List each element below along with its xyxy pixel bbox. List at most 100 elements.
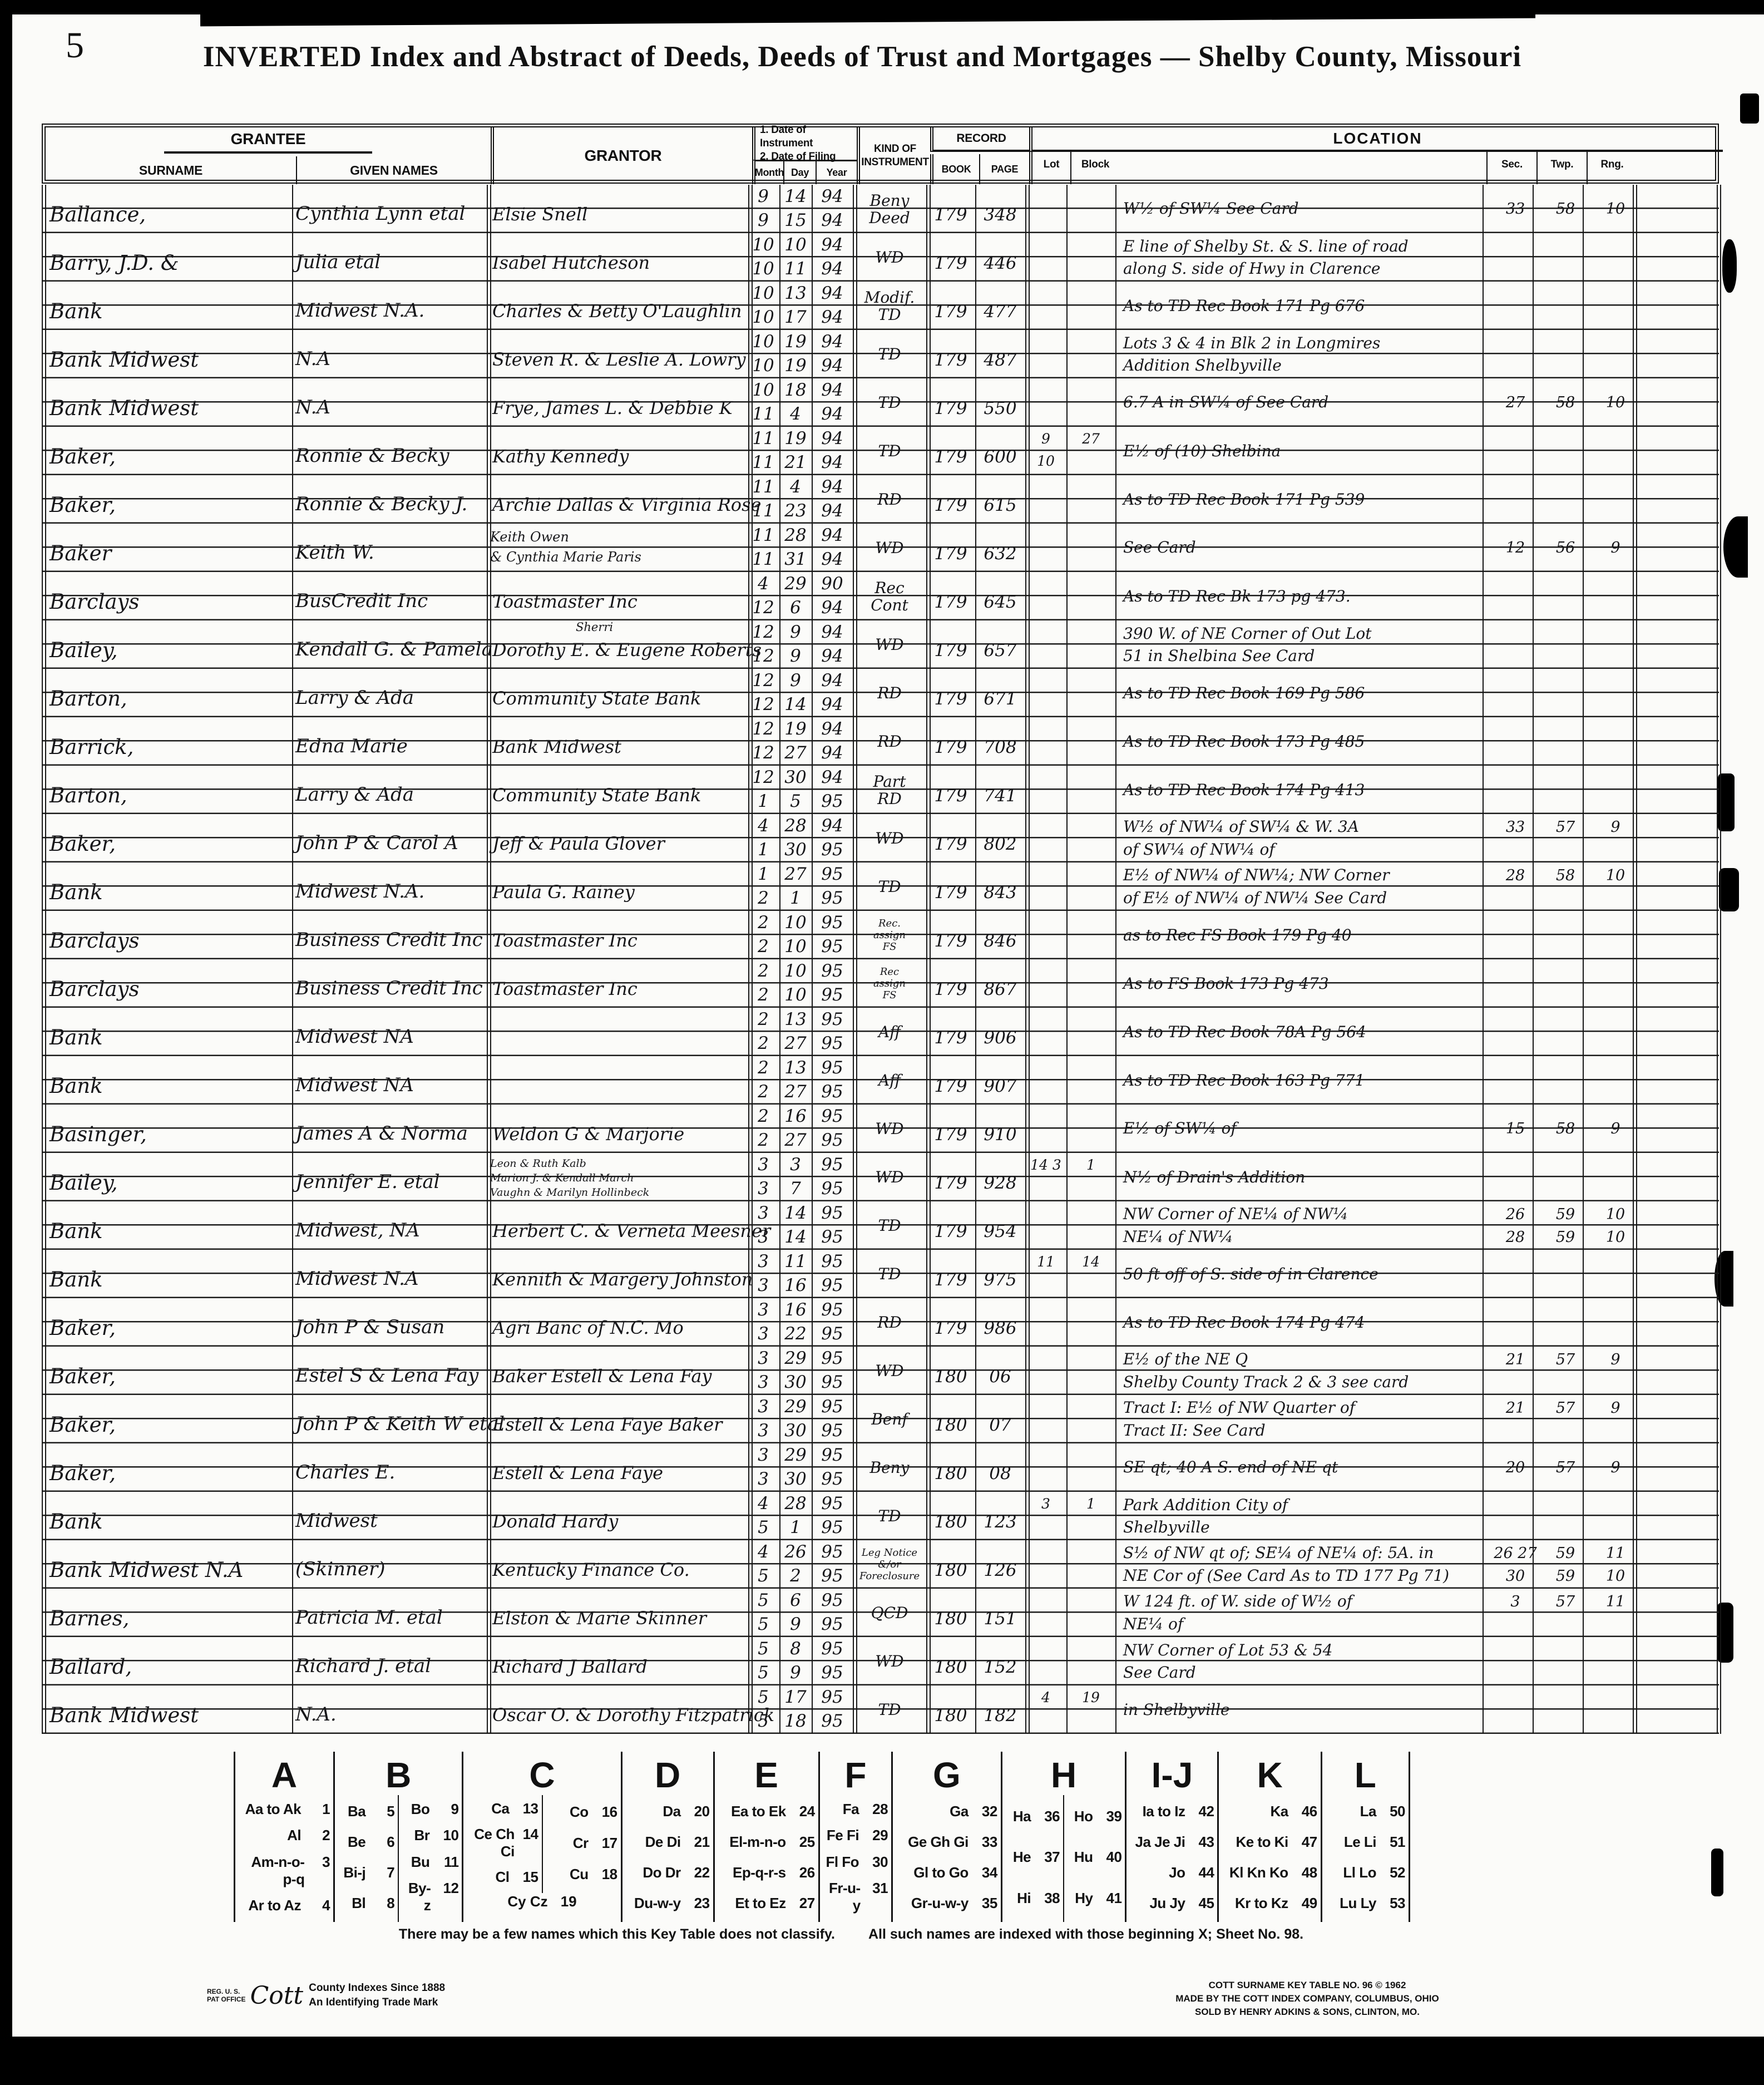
column-rule (1025, 185, 1030, 1734)
grantor-name: Kathy Kennedy (492, 446, 629, 467)
location-line: See Card (1115, 1662, 1719, 1684)
record-page: 632 (984, 544, 1017, 564)
location-rng: 10 (1605, 1228, 1625, 1246)
location-sec: 3 (1510, 1593, 1520, 1610)
date-instrument-year: 94 (821, 525, 843, 545)
date-filing-year: 95 (821, 1275, 843, 1295)
date-instrument-month: 4 (758, 574, 769, 594)
record-page: 906 (984, 1028, 1017, 1048)
key-range-label: Ar to Az (248, 1896, 302, 1914)
date-filing-year: 95 (821, 1517, 843, 1537)
grantor-name: Estell & Lena Faye Baker (492, 1414, 723, 1435)
location: As to TD Rec Book 173 Pg 485 (1115, 717, 1719, 766)
key-column: Ga 32 Ge Gh Gi 33 Gl to Go 34 Gr-u-w-y 35 (893, 1795, 1001, 1922)
key-range-label: Bo (411, 1801, 430, 1818)
location-twp: 57 (1555, 1351, 1575, 1368)
location-line: of SW¼ of NW¼ of (1115, 839, 1719, 861)
key-range: La 50 (1326, 1803, 1406, 1820)
date-instrument-month: 3 (758, 1300, 769, 1320)
key-range: Hi 38 (1006, 1890, 1060, 1907)
date-instrument-year: 94 (821, 332, 843, 352)
grantee-given-names: Jennifer E. etal (295, 1171, 440, 1193)
header-record: RECORD (930, 127, 1029, 152)
scan-artifact (1711, 1849, 1723, 1896)
table-row: Barclays Business Credit Inc Toastmaster I… (42, 959, 1719, 1008)
key-column: Fa 28 Fe Fi 29 Fl Fo 30 Fr-u-y 31 (820, 1795, 891, 1922)
grantee-given-names: Business Credit Inc (295, 929, 483, 951)
date-instrument-month: 12 (752, 622, 774, 642)
location-twp: 58 (1555, 394, 1575, 411)
grantor-name: Donald Hardy (492, 1511, 619, 1532)
key-range-number: 34 (981, 1864, 997, 1881)
key-range-number: 26 (799, 1864, 815, 1881)
key-column: Da 20 De Di 21 Do Dr 22 Du-w-y 23 (622, 1795, 713, 1922)
key-range-label: Bl (352, 1895, 366, 1911)
date-instrument-day: 4 (790, 477, 801, 497)
key-range-number: 47 (1301, 1833, 1317, 1850)
header-dates: 1. Date of Instrument 2. Date of Filing (752, 124, 857, 162)
lot: 11 (1025, 1251, 1066, 1273)
grantor-name: Weldon G & Marjorie (492, 1123, 685, 1145)
date-instrument-month: 3 (758, 1203, 769, 1223)
key-block-f: F Fa 28 Fe Fi 29 Fl Fo 30 Fr-u-y 31 (820, 1752, 893, 1922)
location-line: along S. side of Hwy in Clarence (1115, 258, 1719, 280)
column-rule (1583, 185, 1584, 1734)
date-instrument-year: 95 (821, 1058, 843, 1078)
grantee-given-names: John P & Keith W etal (295, 1413, 505, 1435)
grantee-surname: Bank Midwest (50, 396, 199, 420)
key-range-number: 21 (694, 1833, 710, 1850)
location: 390 W. of NE Corner of Out Lot 51 in Shel… (1115, 620, 1719, 669)
key-range-number: 19 (560, 1893, 577, 1910)
date-filing-day: 5 (790, 791, 801, 811)
location: As to TD Rec Bk 173 pg 473. (1115, 572, 1719, 620)
record-page: 657 (984, 640, 1017, 661)
table-row: Barton, Larry & Ada Community State Bank 12… (42, 669, 1719, 717)
column-rule (926, 185, 931, 1734)
block: 14 (1066, 1251, 1115, 1273)
date-instrument-year: 94 (821, 816, 843, 836)
header-date-instrument: 1. Date of Instrument (760, 124, 813, 149)
key-block-e: E Ea to Ek 24 El-m-n-o 25 Ep-q-r-s 26 Et to Ez 2… (715, 1752, 820, 1922)
grantee-given-names: Edna Marie (295, 735, 408, 757)
footer-publisher-line1: COTT SURNAME KEY TABLE NO. 96 © 1962 (1208, 1980, 1406, 1990)
date-instrument-month: 11 (752, 477, 774, 497)
location-text: As to TD Rec Book 78A Pg 564 (1123, 1022, 1366, 1041)
key-range: Lu Ly 53 (1326, 1895, 1405, 1912)
date-instrument-day: 8 (790, 1639, 801, 1659)
key-range-number: 1 (322, 1801, 330, 1818)
date-filing-month: 3 (758, 1372, 769, 1392)
location-twp: 57 (1555, 1399, 1575, 1417)
table-row: Baker, Charles E. Estell & Lena Faye 3 29 95 3… (42, 1443, 1719, 1492)
key-range: Ge Gh Gi 33 (896, 1833, 997, 1851)
date-instrument-year: 95 (821, 1445, 843, 1465)
record-book: 179 (934, 979, 967, 999)
kind-of-instrument: WD (853, 524, 926, 572)
key-range-number: 50 (1390, 1803, 1405, 1820)
scan-artifact (1722, 239, 1737, 293)
grantee-name: Barclays Business Credit Inc (50, 977, 486, 1001)
key-range-number: 2 (322, 1827, 330, 1844)
key-range-number: 53 (1390, 1895, 1405, 1911)
grantee-name: Baker, Ronnie & Becky J. (50, 493, 486, 517)
location-line: W 124 ft. of W. side of W½ of 3 57 11 (1115, 1590, 1719, 1613)
key-letter: F (844, 1755, 867, 1795)
date-filing-day: 19 (784, 356, 807, 376)
table-row: Barclays BusCredit Inc Toastmaster Inc 4 29 9… (42, 572, 1719, 620)
grantor-name: Charles & Betty O'Laughlin (492, 300, 742, 322)
key-range: Al 2 (239, 1827, 330, 1844)
location-twp: 56 (1555, 539, 1575, 556)
location: S½ of NW qt of; SE¼ of NE¼ of: 5A. in 26 … (1115, 1540, 1719, 1589)
location-sec: 21 (1505, 1351, 1525, 1368)
grantee-given-names: Midwest NA (295, 1074, 414, 1096)
grantee-name: Baker, Charles E. (50, 1461, 486, 1485)
grantor-name: Toastmaster Inc (492, 591, 638, 612)
block-value: 27 (1082, 431, 1100, 447)
key-range-label: Ha (1012, 1808, 1031, 1825)
grantee-surname: Bank (50, 1026, 103, 1049)
footer-reg: REG. U. S. PAT OFFICE (207, 1988, 246, 2003)
grantee-name: Bank Midwest N.A (50, 1268, 486, 1292)
date-instrument-year: 95 (821, 1687, 843, 1707)
kind-of-instrument: TD (853, 427, 926, 475)
date-instrument-year: 90 (821, 574, 843, 594)
location-text: NE Cor of (See Card As to TD 177 Pg 71) (1123, 1566, 1450, 1585)
